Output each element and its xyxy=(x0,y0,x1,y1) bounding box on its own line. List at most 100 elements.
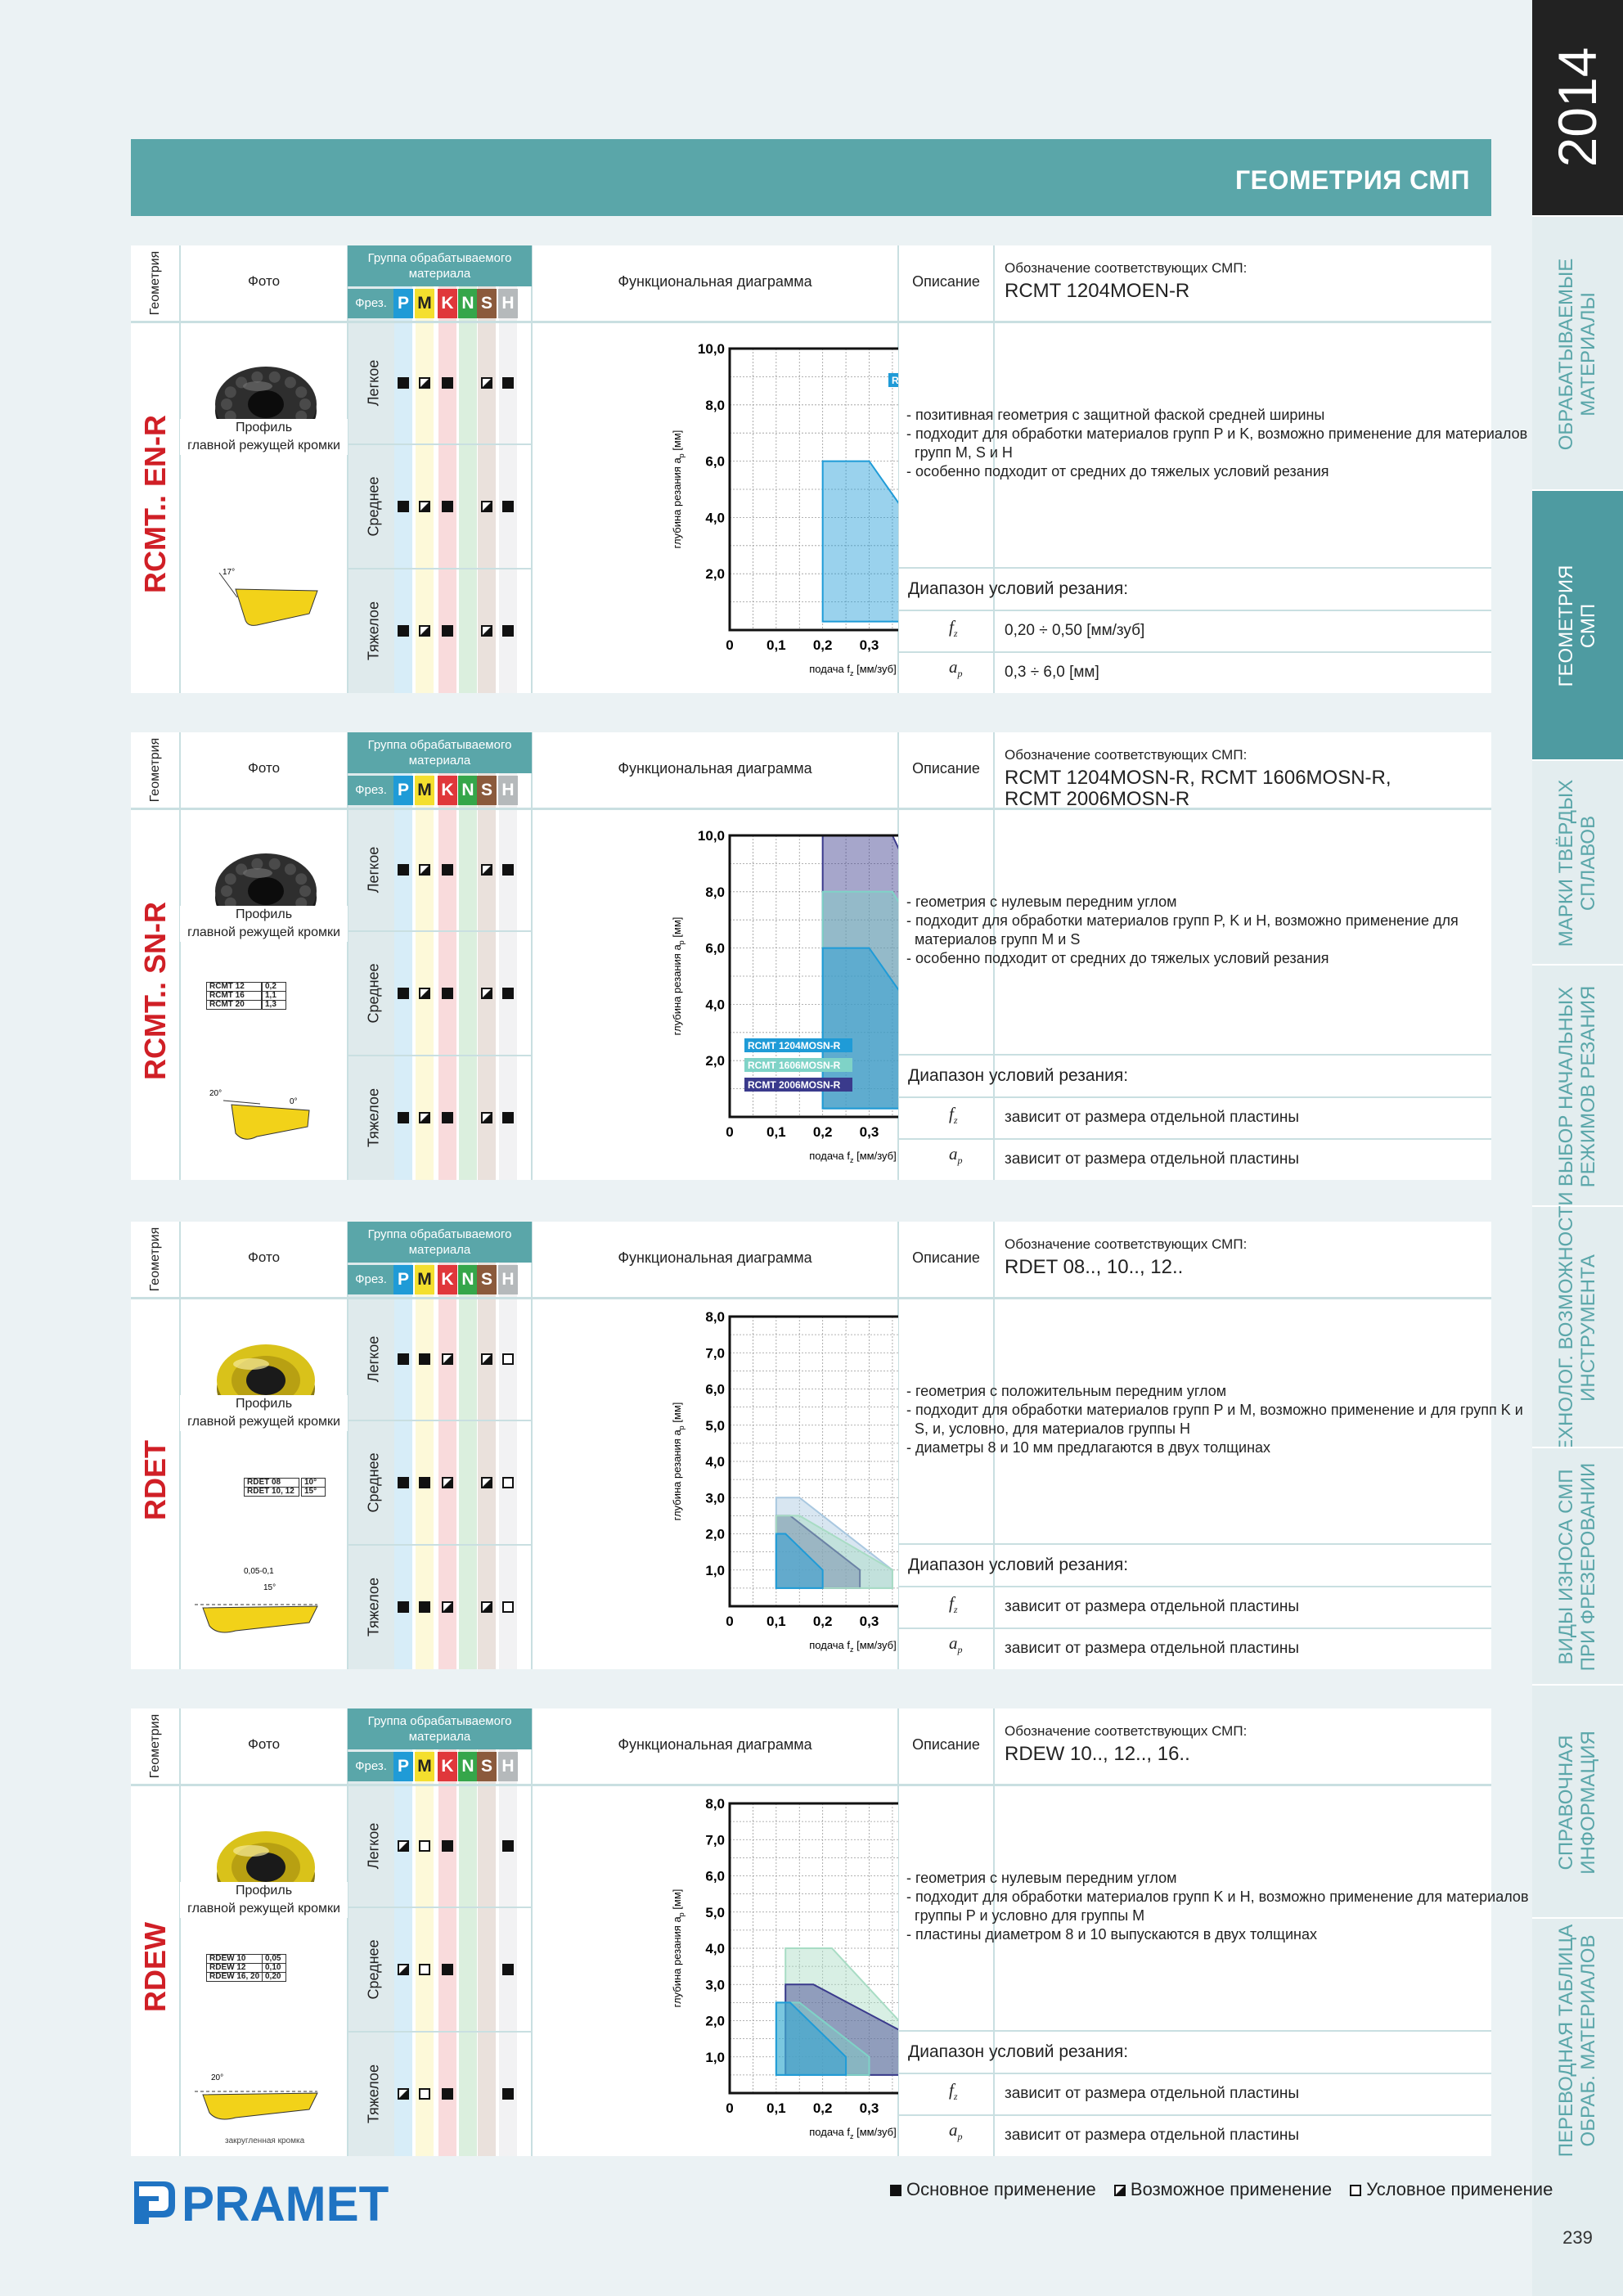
ap-symbol: ap xyxy=(949,1633,963,1656)
legend-swatch xyxy=(888,373,898,387)
application-symbol-K xyxy=(442,501,453,512)
functional-diagram: 00,10,20,30,40,50,62,04,06,08,010,0подач… xyxy=(671,341,898,678)
application-symbol-P xyxy=(398,863,409,876)
application-symbol-M xyxy=(419,1477,430,1488)
sidebar-tab[interactable]: МАРКИ ТВЁРДЫХ СПЛАВОВ xyxy=(1532,759,1623,966)
designation-label: Обозначение соответствующих СМП: xyxy=(1005,1236,1248,1252)
profile-label: Профиль главной режущей кромки xyxy=(180,1882,348,1918)
column-divider xyxy=(531,732,533,1180)
sidebar-tab[interactable]: ТЕХНОЛОГ. ВОЗМОЖНОСТИ ИНСТРУМЕНТА xyxy=(1532,1191,1623,1464)
series-area xyxy=(775,2001,847,2076)
geometry-name: RDET xyxy=(138,1440,172,1520)
page-number: 239 xyxy=(1562,2227,1593,2248)
column-divider xyxy=(347,245,348,693)
mill-header: Фрез. xyxy=(348,1265,394,1294)
application-symbol-K xyxy=(442,1353,453,1365)
application-symbol-H xyxy=(502,501,514,512)
y-tick-label: 7,0 xyxy=(705,1832,725,1848)
sidebar-tab[interactable]: ГЕОМЕТРИЯ СМП xyxy=(1532,489,1623,761)
group-header-S: S xyxy=(477,1752,497,1781)
group-column-N xyxy=(459,732,477,1180)
application-symbol-H xyxy=(502,988,514,999)
functional-diagram: 00,10,20,30,40,50,62,04,06,08,010,0подач… xyxy=(671,828,898,1164)
application-symbol-M xyxy=(419,1353,430,1365)
sidebar-tab-label: СПРАВОЧНАЯ ИНФОРМАЦИЯ xyxy=(1555,1730,1599,1875)
material-group-title: Группа обрабатываемого материала xyxy=(367,251,512,281)
y-tick-label: 2,0 xyxy=(705,1053,725,1069)
sidebar-tab-label: ГЕОМЕТРИЯ СМП xyxy=(1555,565,1599,687)
photo-header: Фото xyxy=(247,760,281,776)
sidebar-tab[interactable]: ОБРАБАТЫВАЕМЫЕ МАТЕРИАЛЫ xyxy=(1532,215,1623,491)
profile-angle: 20° xyxy=(211,2073,223,2082)
mill-column xyxy=(348,732,394,1180)
page-title: ГЕОМЕТРИЯ СМП xyxy=(1235,165,1470,195)
sidebar-tab[interactable]: СПРАВОЧНАЯ ИНФОРМАЦИЯ xyxy=(1532,1684,1623,1919)
legend-swatch xyxy=(744,1058,852,1072)
application-symbol-K xyxy=(442,1839,453,1852)
group-header-K: K xyxy=(438,1265,457,1294)
pramet-logo-mark: PRAMET xyxy=(134,2177,389,2231)
ap-letter: a xyxy=(949,657,958,677)
profile-table-name: RDEW 16, 20 xyxy=(206,1972,263,1982)
application-symbol-H xyxy=(502,1601,514,1613)
application-symbol-K xyxy=(442,1601,453,1613)
legend-label: RCMT 1606MOSN-R xyxy=(748,1060,841,1071)
profile-note: закругленная кромка xyxy=(225,2136,305,2145)
mode-label: Среднее xyxy=(365,476,382,537)
group-column-M xyxy=(416,1222,434,1669)
x-tick-label: 0,1 xyxy=(767,1614,786,1629)
range-divider xyxy=(898,2114,1491,2116)
material-group-title: Группа обрабатываемого материала xyxy=(367,1714,512,1744)
profile-angle: 0,05-0,1 xyxy=(244,1567,274,1576)
profile-angle: 20° xyxy=(209,1089,222,1098)
group-header-P: P xyxy=(393,1752,413,1781)
application-symbol-S xyxy=(481,1112,492,1123)
range-divider xyxy=(898,567,1491,569)
column-divider xyxy=(897,1222,899,1669)
ap-subscript: p xyxy=(957,668,963,680)
series-area xyxy=(821,460,898,623)
geometry-block: Геометрия Фото Группа обрабатываемого мате… xyxy=(131,1708,1529,2156)
description-line: групп M, S и H xyxy=(906,444,1013,461)
x-tick-label: 0,1 xyxy=(767,2100,786,2116)
column-divider xyxy=(179,1222,181,1669)
sidebar-tab-label: ОБРАБАТЫВАЕМЫЕ МАТЕРИАЛЫ xyxy=(1555,258,1599,450)
description-line: группы P и условно для группы M xyxy=(906,1907,1145,1924)
column-divider xyxy=(993,1222,995,1669)
application-symbol-H xyxy=(502,1839,514,1852)
description-header: Описание xyxy=(912,273,980,290)
application-symbol-M xyxy=(419,376,430,389)
fz-value: зависит от размера отдельной пластины xyxy=(1005,2085,1299,2102)
application-symbol-K xyxy=(442,863,453,876)
column-divider xyxy=(993,245,995,693)
sidebar-tab[interactable]: ВЫБОР НАЧАЛЬНЫХ РЕЖИМОВ РЕЗАНИЯ xyxy=(1532,964,1623,1207)
description-line: S, и, условно, для материалов группы H xyxy=(906,1420,1191,1437)
pramet-logo: PRAMET xyxy=(131,2177,401,2231)
x-tick-label: 0,2 xyxy=(813,1124,833,1140)
pramet-logo-text: PRAMET xyxy=(182,2177,389,2227)
mode-divider xyxy=(348,1420,532,1421)
plot-frame xyxy=(728,834,898,1119)
application-symbol-H xyxy=(502,1477,514,1488)
y-tick-label: 6,0 xyxy=(705,1869,725,1884)
sidebar-tab[interactable]: ПЕРЕВОДНАЯ ТАБЛИЦА ОБРАБ. МАТЕРИАЛОВ xyxy=(1532,1917,1623,2163)
range-divider xyxy=(898,1096,1491,1098)
group-column-H xyxy=(499,1222,517,1669)
description-line: - геометрия с нулевым передним углом xyxy=(906,894,1177,910)
mode-label: Тяжелое xyxy=(365,1578,382,1636)
sidebar-tab[interactable]: ВИДЫ ИЗНОСА СМП ПРИ ФРЕЗЕРОВАНИИ xyxy=(1532,1447,1623,1686)
group-header-M: M xyxy=(415,1265,434,1294)
column-divider xyxy=(531,1222,533,1669)
cutting-edge-profile: 20° 0° xyxy=(209,1089,310,1140)
range-symbol-divider xyxy=(993,1587,995,1669)
legend-main-symbol xyxy=(890,2185,901,2196)
description-header: Описание xyxy=(912,1736,980,1753)
material-group-title: Группа обрабатываемого материала xyxy=(367,1227,512,1257)
legend-conditional-symbol xyxy=(1350,2185,1362,2196)
range-title: Диапазон условий резания: xyxy=(908,2042,1129,2061)
range-divider xyxy=(898,1054,1491,1056)
mill-column xyxy=(348,245,394,693)
plot-frame xyxy=(728,1802,898,2095)
geometry-header: Геометрия xyxy=(148,737,162,803)
legend-main: Основное применение xyxy=(890,2179,1096,2199)
